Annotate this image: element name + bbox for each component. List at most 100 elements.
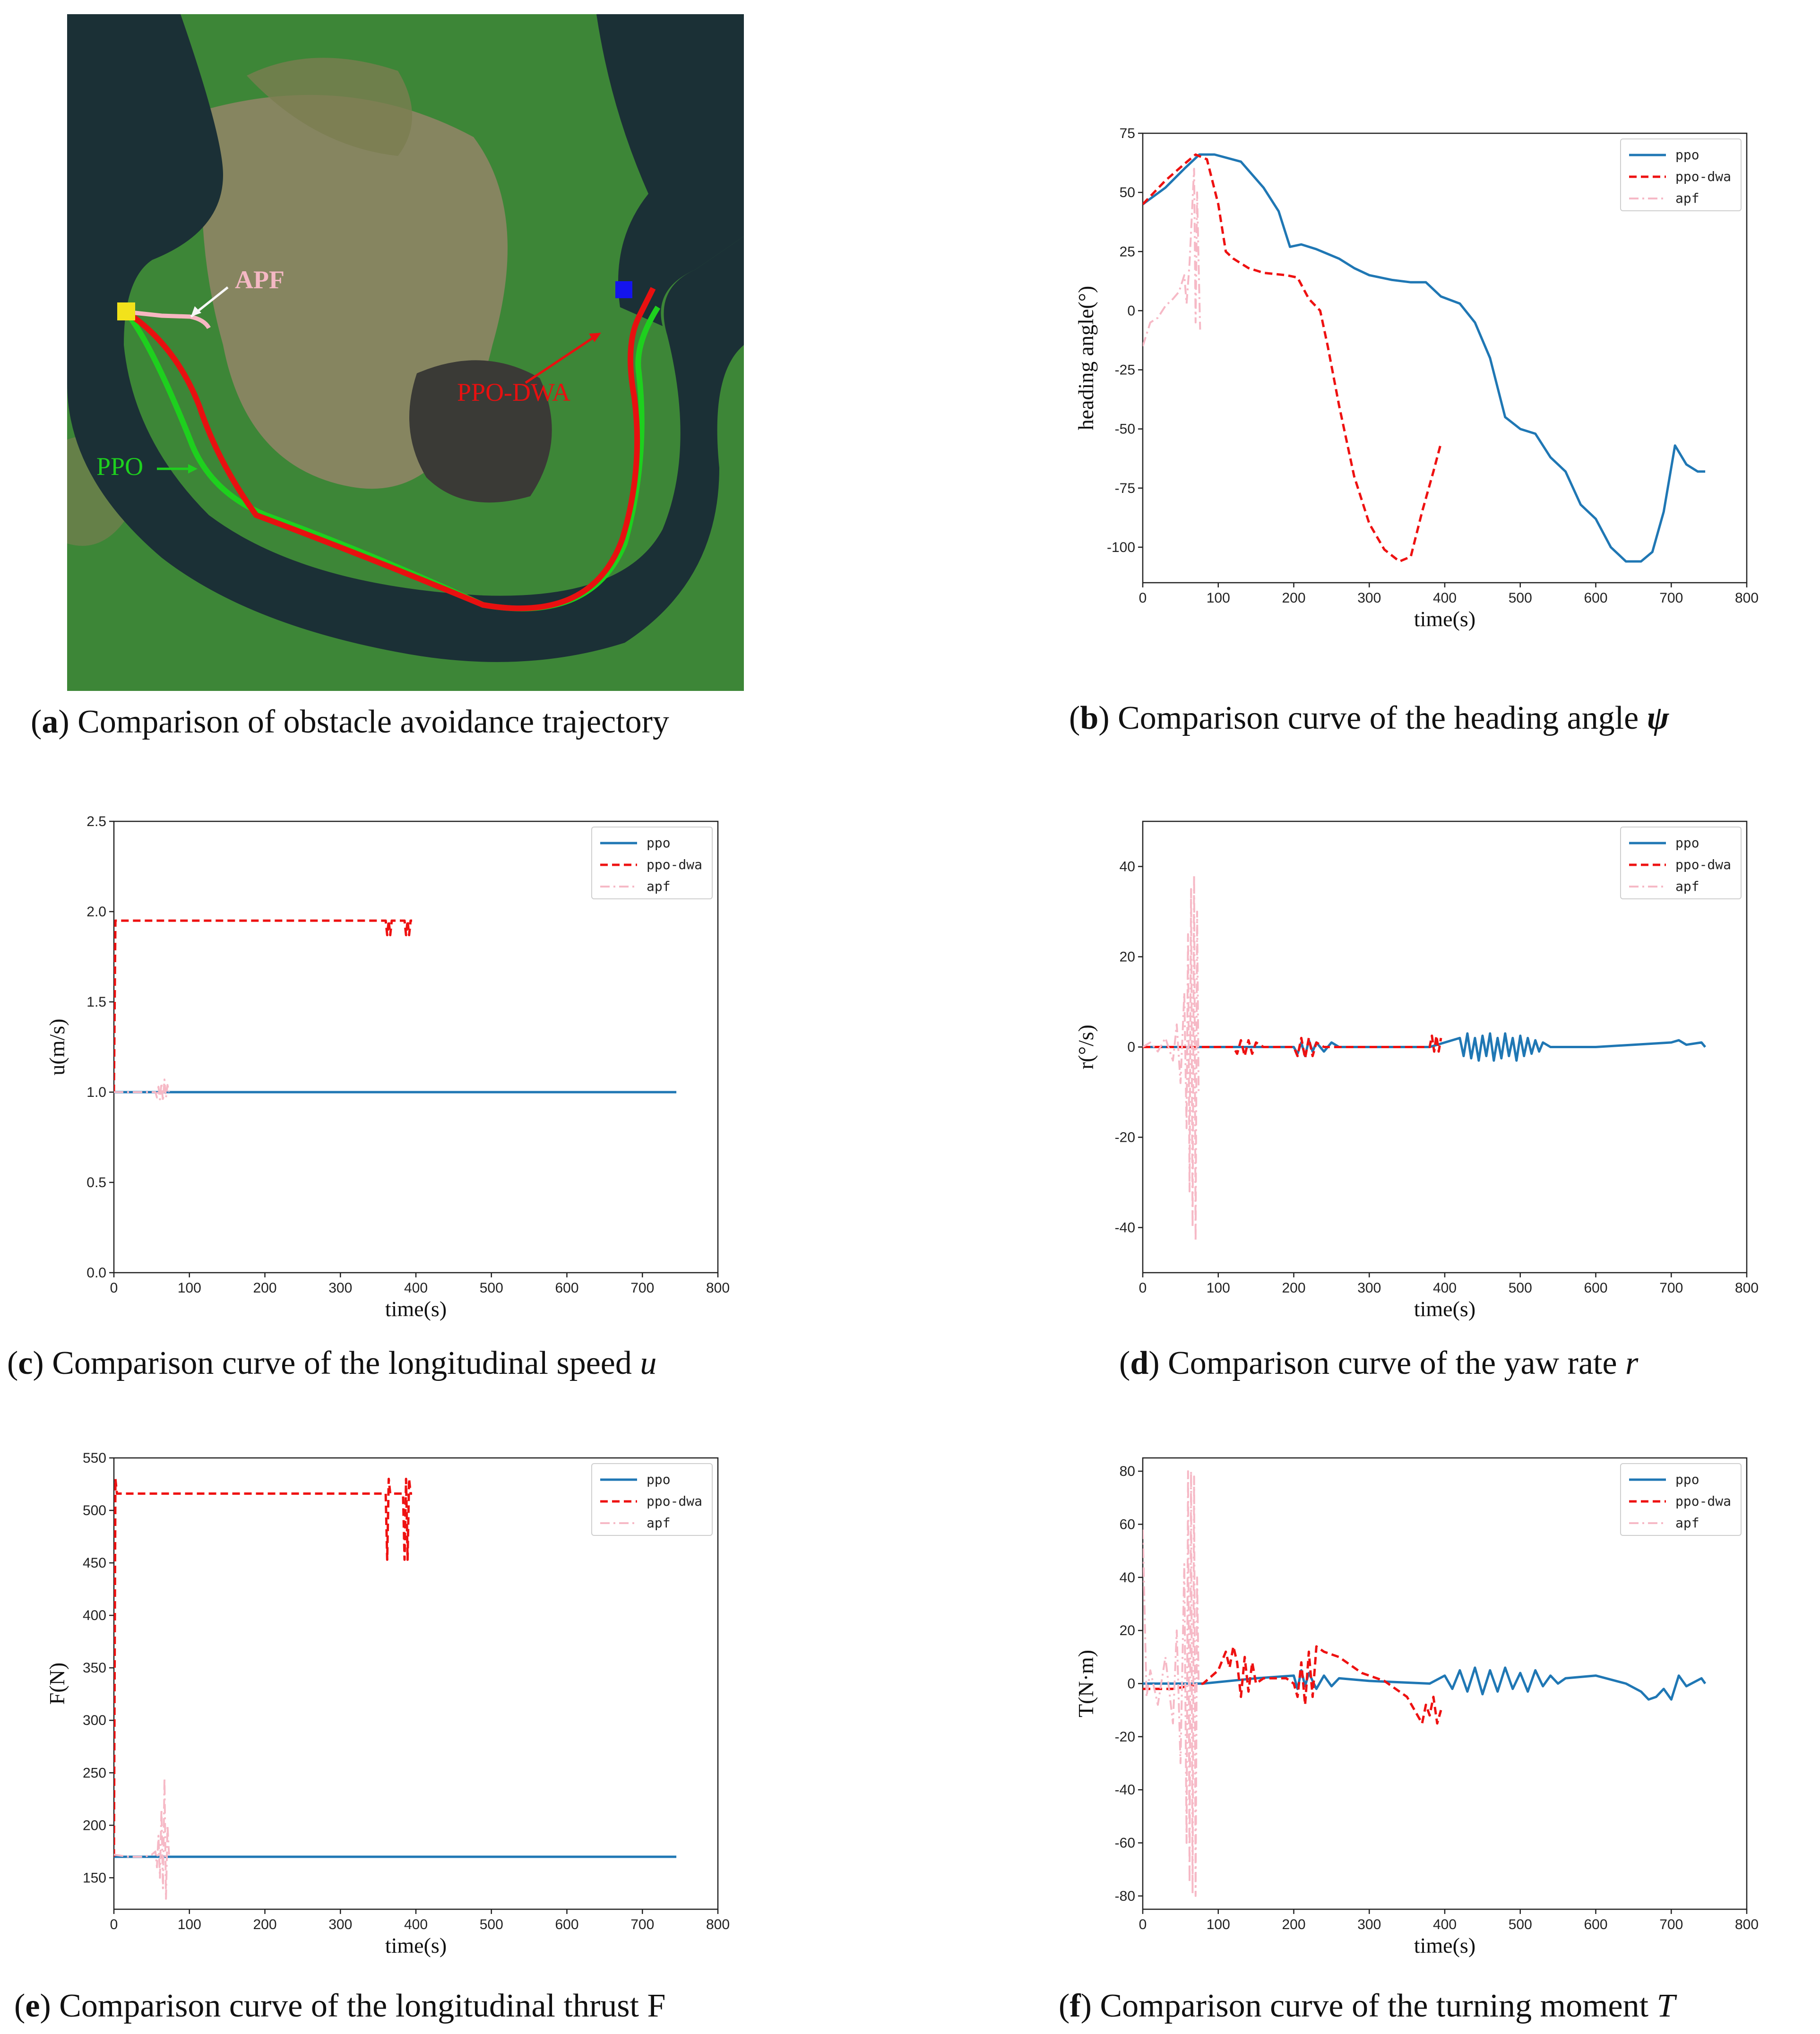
- ppo-arrow-head: [188, 464, 198, 474]
- legend-label-ppo-dwa: ppo-dwa: [647, 1493, 702, 1509]
- panel-a-map: APF PPO-DWA PPO: [67, 14, 744, 691]
- legend-label-ppo-dwa: ppo-dwa: [1675, 169, 1731, 184]
- legend-box: [1620, 827, 1742, 899]
- x-tick-label: 400: [1433, 1280, 1457, 1296]
- y-tick-label: 250: [83, 1765, 106, 1781]
- caption-b: (b) Comparison curve of the heading angl…: [1069, 700, 1669, 736]
- caption-d-letter: d: [1130, 1345, 1149, 1381]
- y-tick-label: 550: [83, 1450, 106, 1466]
- legend-label-ppo: ppo: [1675, 147, 1699, 163]
- ppo-label: PPO: [96, 452, 143, 481]
- caption-c: (c) Comparison curve of the longitudinal…: [7, 1345, 657, 1381]
- x-tick-label: 700: [1659, 1280, 1683, 1296]
- caption-e-text: Comparison curve of the longitudinal thr…: [51, 1988, 666, 2024]
- series-line-apf: [1143, 1470, 1200, 1897]
- x-tick-label: 100: [178, 1280, 201, 1296]
- y-tick-label: 300: [83, 1713, 106, 1728]
- x-axis-label: time(s): [1414, 1933, 1475, 1957]
- x-tick-label: 600: [1584, 590, 1607, 606]
- y-tick-label: 350: [83, 1660, 106, 1676]
- y-tick-label: -40: [1115, 1220, 1135, 1236]
- x-tick-label: 800: [1735, 590, 1759, 606]
- y-axis-label: F(N): [45, 1663, 69, 1705]
- x-tick-label: 0: [1139, 1280, 1147, 1296]
- series-line-apf: [1143, 874, 1200, 1242]
- series-line-ppo-dwa: [114, 1477, 412, 1857]
- x-tick-label: 800: [1735, 1280, 1759, 1296]
- legend-label-ppo: ppo: [1675, 1472, 1699, 1487]
- y-tick-label: 450: [83, 1555, 106, 1571]
- x-tick-label: 300: [1357, 1917, 1381, 1932]
- caption-a-text: Comparison of obstacle avoidance traject…: [69, 704, 669, 740]
- series-group: [1143, 153, 1706, 563]
- x-axis-label: time(s): [385, 1297, 447, 1321]
- caption-f-text: Comparison curve of the turning moment: [1091, 1988, 1657, 2024]
- y-tick-label: 400: [83, 1608, 106, 1623]
- x-tick-label: 100: [1207, 1280, 1230, 1296]
- y-tick-label: 80: [1120, 1464, 1135, 1479]
- apf-label: APF: [235, 266, 285, 294]
- x-tick-label: 400: [1433, 590, 1457, 606]
- x-tick-label: 500: [1509, 1917, 1532, 1932]
- ppo-dwa-label-arrow: [525, 334, 597, 384]
- x-tick-label: 100: [178, 1917, 201, 1932]
- y-axis-label: u(m/s): [45, 1018, 69, 1075]
- y-tick-label: 2.0: [86, 904, 106, 920]
- caption-b-symbol: ψ: [1647, 700, 1669, 736]
- y-tick-label: 500: [83, 1503, 106, 1518]
- goal-marker: [615, 281, 632, 298]
- y-tick-label: 200: [83, 1818, 106, 1833]
- x-axis-label: time(s): [1414, 1297, 1475, 1321]
- ppo-dwa-arrow-head: [589, 333, 601, 342]
- y-tick-label: -80: [1115, 1888, 1135, 1904]
- x-tick-label: 200: [1282, 590, 1305, 606]
- y-tick-label: -20: [1115, 1729, 1135, 1745]
- caption-a: (a) Comparison of obstacle avoidance tra…: [31, 704, 669, 740]
- x-tick-label: 400: [404, 1280, 428, 1296]
- y-tick-label: 2.5: [86, 814, 106, 829]
- x-axis-label: time(s): [1414, 607, 1475, 631]
- legend-box: [1620, 1463, 1742, 1536]
- x-tick-label: 300: [1357, 590, 1381, 606]
- caption-f-letter: f: [1070, 1988, 1081, 2024]
- x-tick-label: 800: [1735, 1917, 1759, 1932]
- x-tick-label: 300: [328, 1280, 352, 1296]
- x-tick-label: 200: [253, 1917, 276, 1932]
- legend-box: [591, 1463, 713, 1536]
- x-tick-label: 100: [1207, 1917, 1230, 1932]
- caption-f-symbol: T: [1656, 1988, 1675, 2024]
- series-group: [1143, 1470, 1707, 1897]
- y-tick-label: -100: [1107, 540, 1135, 555]
- x-tick-label: 500: [480, 1917, 503, 1932]
- farmland-area: [247, 58, 412, 156]
- x-tick-label: 600: [1584, 1280, 1607, 1296]
- x-tick-label: 200: [1282, 1280, 1305, 1296]
- legend-label-apf: apf: [647, 1515, 671, 1531]
- y-tick-label: 20: [1120, 1623, 1135, 1638]
- y-tick-label: -75: [1115, 481, 1135, 496]
- series-line-apf: [114, 1078, 170, 1103]
- y-tick-label: 40: [1120, 859, 1135, 875]
- x-tick-label: 400: [404, 1917, 428, 1932]
- x-tick-label: 200: [253, 1280, 276, 1296]
- series-group: [114, 1477, 677, 1900]
- caption-f: (f) Comparison curve of the turning mome…: [1059, 1988, 1675, 2024]
- x-tick-label: 100: [1207, 590, 1230, 606]
- y-tick-label: 1.5: [86, 994, 106, 1010]
- x-tick-label: 500: [480, 1280, 503, 1296]
- y-axis-label: heading angle(°): [1074, 286, 1098, 431]
- y-tick-label: -60: [1115, 1836, 1135, 1851]
- caption-d-text: Comparison curve of the yaw rate: [1159, 1345, 1626, 1381]
- x-tick-label: 700: [1659, 1917, 1683, 1932]
- x-tick-label: 600: [555, 1280, 578, 1296]
- legend-label-apf: apf: [1675, 879, 1699, 894]
- legend-label-ppo: ppo: [647, 835, 671, 851]
- caption-c-letter: c: [18, 1345, 33, 1381]
- caption-e-letter: e: [25, 1988, 40, 2024]
